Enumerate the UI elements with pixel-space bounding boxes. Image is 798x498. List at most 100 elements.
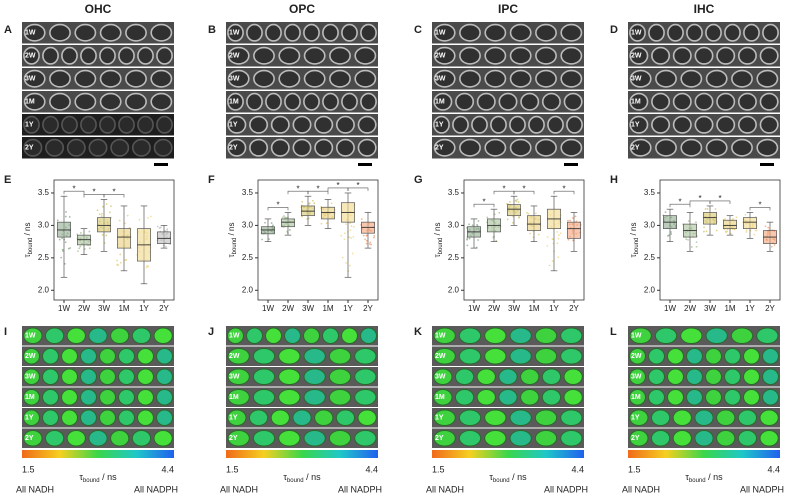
point <box>745 231 748 233</box>
cell <box>354 429 377 447</box>
cell <box>227 23 244 42</box>
x-tick-label: 3W <box>302 304 314 313</box>
point <box>348 264 351 267</box>
cell <box>227 69 250 88</box>
cell <box>314 115 334 134</box>
cell <box>762 368 779 386</box>
cell <box>535 23 557 42</box>
cell <box>23 388 40 406</box>
cell <box>433 92 453 111</box>
x-tick-label: 1Y <box>745 304 755 313</box>
colorbar-max-label: All NADPH <box>544 484 588 494</box>
panel-label: A <box>4 24 12 36</box>
row-label: 1W <box>435 30 446 37</box>
significance: * <box>482 197 485 206</box>
point <box>101 212 103 215</box>
cell <box>23 23 46 42</box>
cell <box>737 409 758 427</box>
cell <box>705 327 728 345</box>
cell <box>61 347 78 365</box>
cell <box>762 388 779 406</box>
cell <box>534 409 558 427</box>
cell <box>459 46 481 65</box>
point <box>272 224 274 227</box>
image-strip <box>22 114 174 136</box>
row-label: 2Y <box>435 145 444 152</box>
cell <box>458 327 482 345</box>
point <box>486 216 489 219</box>
x-tick-label: 1W <box>262 304 274 313</box>
row-label: 3W <box>229 374 240 381</box>
cell <box>88 327 108 345</box>
point <box>138 218 141 221</box>
image-strip <box>432 114 584 136</box>
colorbar-title: τbound / ns <box>283 472 321 483</box>
row-label: 2W <box>229 53 240 60</box>
cell <box>476 368 496 386</box>
cell <box>672 409 692 427</box>
point <box>351 252 354 255</box>
y-tick-label: 3.5 <box>448 188 460 197</box>
x-tick-label: 1W <box>58 304 70 313</box>
y-tick-label: 3.5 <box>242 188 254 197</box>
cell <box>328 347 352 365</box>
point <box>714 208 717 210</box>
row-label: 2W <box>631 353 642 360</box>
symbol: τ <box>685 472 689 482</box>
row-label: 1W <box>229 333 240 340</box>
cell <box>648 23 665 42</box>
point <box>105 203 108 205</box>
box <box>97 217 111 233</box>
colorbar-max: 4.4 <box>571 464 584 474</box>
y-tick-label: 2.5 <box>38 253 50 262</box>
box <box>507 204 521 217</box>
cell <box>490 115 507 134</box>
cell <box>249 115 269 134</box>
plot-frame <box>53 179 175 301</box>
point <box>745 229 748 232</box>
row-label: 2Y <box>229 145 238 152</box>
cell <box>433 429 456 447</box>
cell <box>125 69 147 88</box>
cell <box>303 429 326 447</box>
point <box>56 219 59 222</box>
cell <box>99 368 116 386</box>
significance: * <box>758 201 761 210</box>
significance: * <box>678 197 681 206</box>
cell <box>80 409 97 427</box>
point <box>64 215 67 218</box>
cell <box>484 327 507 345</box>
cell <box>61 46 78 65</box>
cell <box>705 347 722 365</box>
cell <box>137 368 154 386</box>
point <box>147 216 149 219</box>
cell <box>651 92 671 111</box>
cell <box>61 115 78 134</box>
cell <box>560 409 583 427</box>
point <box>567 219 569 222</box>
cell <box>629 92 649 111</box>
flim-strip <box>628 367 780 387</box>
unit: / ns <box>304 472 322 482</box>
y-tick-label: 3.0 <box>448 221 460 230</box>
point <box>702 230 705 233</box>
cell <box>23 69 46 88</box>
flim-strip <box>226 326 378 346</box>
cell <box>42 347 59 365</box>
row-label: 1Y <box>229 122 238 129</box>
cell <box>520 92 540 111</box>
point <box>705 230 708 233</box>
row-label: 1M <box>25 99 35 106</box>
cell <box>459 69 481 88</box>
point <box>350 225 353 228</box>
cell <box>246 92 263 111</box>
cell <box>694 409 714 427</box>
point <box>477 220 480 222</box>
box <box>321 206 335 220</box>
cell <box>484 138 507 157</box>
cell <box>498 388 518 406</box>
cell <box>278 46 301 65</box>
point <box>105 234 108 237</box>
point <box>574 215 577 218</box>
point <box>770 245 773 248</box>
